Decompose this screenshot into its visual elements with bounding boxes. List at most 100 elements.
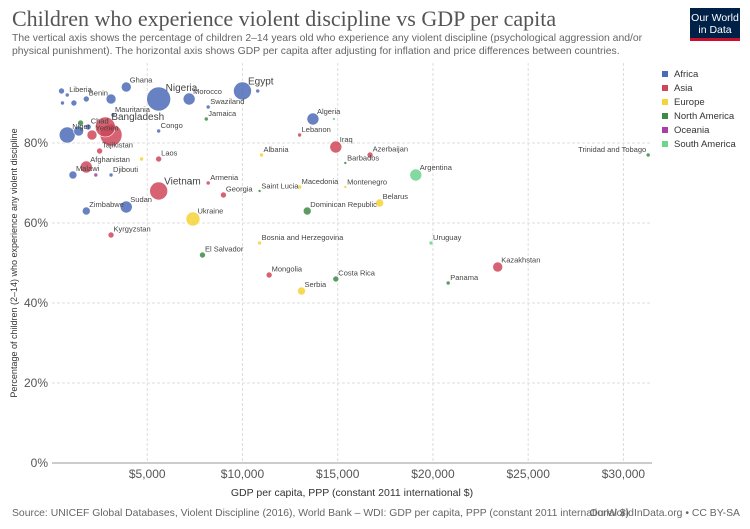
point-label: Algeria [317, 107, 341, 116]
y-tick-label: 20% [24, 376, 48, 390]
point-label: Jamaica [208, 109, 237, 118]
data-point [409, 168, 423, 182]
x-axis-label: GDP per capita, PPP (constant 2011 inter… [231, 487, 473, 499]
point-label: Montenegro [347, 177, 387, 186]
data-point [64, 92, 70, 98]
owid-logo[interactable]: Our World in Data [690, 8, 740, 41]
x-tick-label: $30,000 [602, 467, 646, 481]
data-point [110, 112, 116, 118]
point-label: Barbados [347, 153, 379, 162]
data-point [60, 100, 65, 106]
data-point [233, 81, 252, 101]
data-point [375, 198, 384, 208]
legend-label: Oceania [674, 124, 710, 136]
point-label: Yemen [96, 124, 119, 133]
data-point [86, 129, 98, 141]
data-point [199, 251, 206, 259]
data-point [108, 172, 114, 178]
data-point [306, 112, 320, 126]
data-point [297, 184, 302, 190]
legend-label: South America [674, 138, 736, 150]
point-label: Albania [264, 145, 290, 154]
data-point [302, 206, 312, 216]
point-label: Egypt [248, 77, 274, 88]
legend-swatch [662, 71, 668, 77]
data-point [492, 261, 504, 273]
data-point [332, 275, 340, 283]
chart-title: Children who experience violent discipli… [12, 6, 557, 31]
data-point [156, 128, 161, 134]
data-point [366, 151, 374, 159]
x-tick-label: $25,000 [506, 467, 550, 481]
x-tick-label: $10,000 [221, 467, 265, 481]
point-label: Tajikistan [102, 141, 133, 150]
data-point [329, 140, 343, 154]
point-label: Macedonia [302, 177, 340, 186]
point-label: Costa Rica [338, 269, 376, 278]
x-tick-label: $5,000 [129, 467, 166, 481]
data-point [257, 240, 262, 246]
point-label: Benin [89, 89, 108, 98]
point-label: Bangladesh [111, 112, 164, 123]
legend-item[interactable]: Europe [662, 95, 736, 109]
data-point [203, 116, 209, 122]
data-point [343, 161, 348, 165]
legend-swatch [662, 113, 668, 119]
legend-item[interactable]: Oceania [662, 123, 736, 137]
point-label: Dominican Republic [310, 200, 377, 209]
point-label: Liberia [69, 85, 92, 94]
data-point [257, 189, 262, 193]
data-point [182, 92, 196, 106]
point-label: Nigeria [166, 83, 198, 94]
point-label: Kazakhstan [501, 256, 540, 265]
point-label: Argentina [420, 163, 453, 172]
data-point [205, 180, 211, 186]
y-tick-label: 40% [24, 296, 48, 310]
logo-line1: Our World [691, 12, 739, 24]
legend-item[interactable]: Asia [662, 81, 736, 95]
credit-link[interactable]: OurWorldInData.org • CC BY-SA [589, 508, 740, 519]
x-tick-label: $20,000 [411, 467, 455, 481]
point-label: Saint Lucia [261, 181, 299, 190]
data-point [146, 86, 171, 112]
data-point [297, 286, 306, 296]
data-point [445, 280, 451, 286]
point-label: Armenia [210, 173, 239, 182]
point-label: Laos [161, 149, 178, 158]
legend-label: Africa [674, 68, 699, 80]
point-label: Bosnia and Herzegovina [262, 233, 345, 242]
data-point [205, 104, 211, 110]
point-label: Sudan [130, 195, 152, 204]
data-point [68, 170, 78, 180]
point-label: Mauritania [115, 105, 151, 114]
legend-item[interactable]: Africa [662, 67, 736, 81]
point-label: Georgia [226, 185, 254, 194]
data-point [81, 206, 91, 216]
data-point [96, 147, 103, 155]
data-point [149, 181, 168, 201]
data-point [119, 200, 133, 214]
legend-label: Asia [674, 82, 693, 94]
data-point [343, 185, 348, 189]
data-point [93, 172, 99, 178]
point-label: Congo [161, 121, 183, 130]
point-label: Vietnam [164, 177, 201, 188]
data-point [297, 132, 302, 138]
data-point [189, 181, 193, 185]
scatter-chart: 0% 20% 40% 60% 80% $5,000 $10,000 $15,000 $20,00… [9, 63, 652, 499]
legend-item[interactable]: South America [662, 137, 736, 151]
x-tick-label: $15,000 [316, 467, 360, 481]
source-note: Source: UNICEF Global Databases, Violent… [12, 508, 630, 519]
point-label: El Salvador [205, 245, 244, 254]
legend-item[interactable]: North America [662, 109, 736, 123]
point-label: Panama [450, 273, 479, 282]
legend-swatch [662, 99, 668, 105]
data-point [645, 152, 651, 158]
y-tick-label: 80% [24, 136, 48, 150]
point-label: Niger [72, 122, 90, 131]
data-point [82, 95, 90, 103]
data-point [259, 152, 264, 158]
point-label: Mongolia [272, 265, 303, 274]
point-label: Kyrgyzstan [114, 225, 151, 234]
point-label: Djibouti [113, 165, 138, 174]
